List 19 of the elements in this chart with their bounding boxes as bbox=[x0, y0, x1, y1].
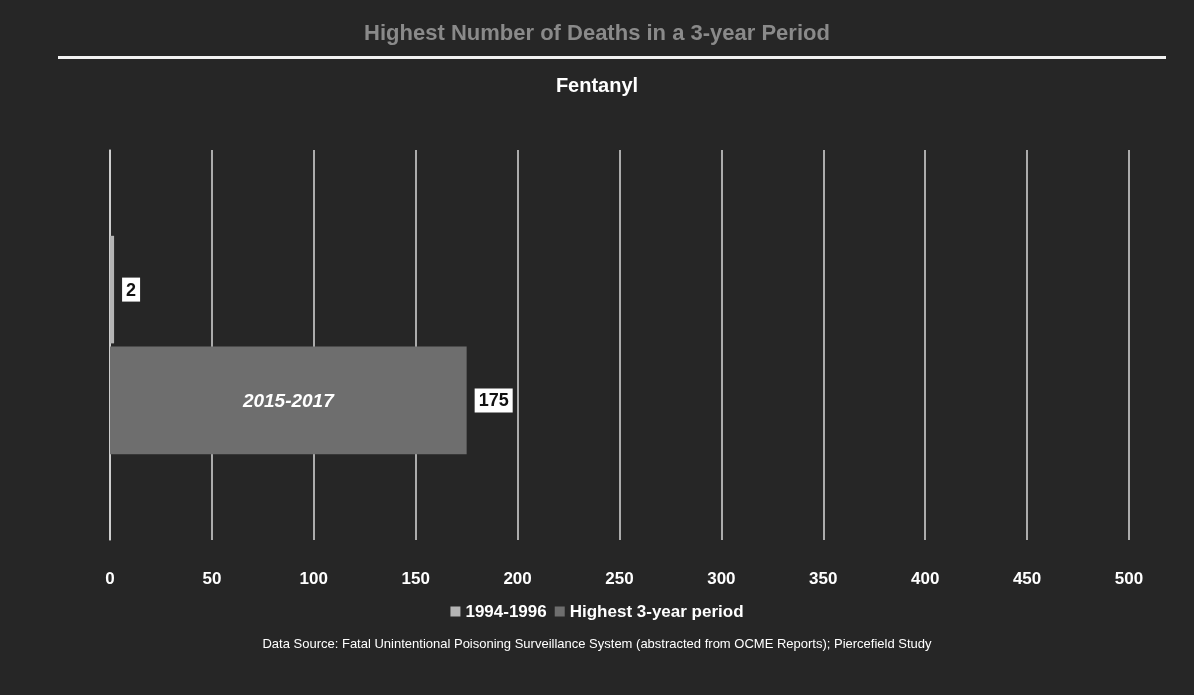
annotation: 2015-2017 bbox=[241, 389, 336, 411]
chart-title: Highest Number of Deaths in a 3-year Period bbox=[364, 19, 830, 45]
x-tick-label: 300 bbox=[707, 569, 736, 588]
x-tick-label: 150 bbox=[401, 569, 430, 588]
chart-subtitle: Fentanyl bbox=[555, 74, 639, 96]
legend-label: Highest 3-year period bbox=[569, 602, 744, 621]
legend-label: 1994-1996 bbox=[465, 602, 547, 621]
x-tick-label: 450 bbox=[1012, 569, 1042, 588]
data-label: 175 bbox=[478, 390, 509, 411]
x-tick-label: 500 bbox=[1114, 569, 1144, 588]
x-tick-label: 50 bbox=[202, 569, 222, 588]
x-tick-label: 100 bbox=[299, 569, 328, 588]
x-tick-label: 200 bbox=[503, 569, 532, 588]
x-tick-label: 350 bbox=[809, 569, 838, 588]
x-tick-label: 250 bbox=[605, 569, 634, 588]
data-label: 2 bbox=[126, 279, 137, 300]
x-tick-label: 400 bbox=[911, 569, 940, 588]
x-tick-label: 0 bbox=[105, 569, 115, 588]
source-note: Data Source: Fatal Unintentional Poisoning Surveillance System (abstracted from OCME Reports); Piercefield Study bbox=[262, 636, 933, 651]
